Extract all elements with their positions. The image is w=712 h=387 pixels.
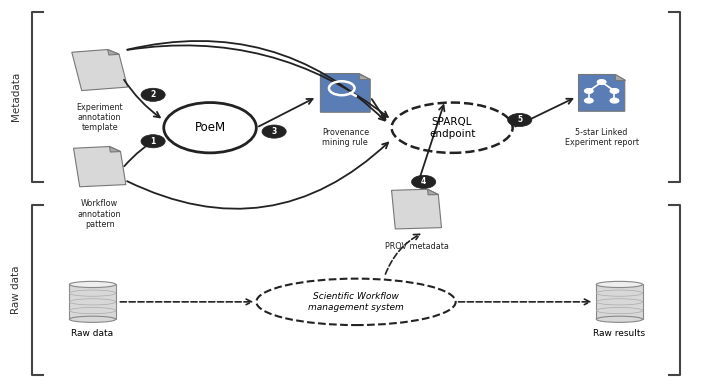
- Text: 1: 1: [150, 137, 156, 146]
- Polygon shape: [578, 74, 625, 111]
- Ellipse shape: [70, 281, 115, 288]
- Polygon shape: [72, 50, 127, 91]
- Text: 5-star Linked
Experiment report: 5-star Linked Experiment report: [565, 128, 639, 147]
- Polygon shape: [70, 284, 115, 319]
- Circle shape: [164, 103, 256, 153]
- Ellipse shape: [256, 279, 456, 325]
- Circle shape: [141, 135, 165, 148]
- Text: PROV metadata: PROV metadata: [384, 242, 449, 251]
- Text: SPARQL
endpoint: SPARQL endpoint: [429, 117, 476, 139]
- Polygon shape: [392, 189, 441, 229]
- Circle shape: [141, 88, 165, 101]
- Circle shape: [262, 125, 286, 138]
- Circle shape: [508, 113, 532, 127]
- Polygon shape: [73, 147, 126, 187]
- Text: 2: 2: [150, 90, 156, 99]
- Polygon shape: [320, 74, 370, 112]
- Text: Scientific Workflow
management system: Scientific Workflow management system: [308, 292, 404, 312]
- Polygon shape: [597, 284, 642, 319]
- Text: Experiment
annotation
template: Experiment annotation template: [76, 103, 123, 132]
- Polygon shape: [108, 50, 119, 55]
- Text: Metadata: Metadata: [11, 72, 21, 122]
- Text: Raw data: Raw data: [11, 266, 21, 315]
- Circle shape: [585, 89, 593, 93]
- Circle shape: [610, 89, 619, 93]
- Text: 4: 4: [421, 177, 426, 187]
- Text: 3: 3: [271, 127, 277, 136]
- Polygon shape: [110, 147, 120, 152]
- Polygon shape: [360, 74, 370, 79]
- Text: 5: 5: [517, 115, 523, 125]
- Circle shape: [412, 175, 436, 188]
- Ellipse shape: [596, 316, 642, 322]
- Polygon shape: [428, 189, 439, 195]
- Text: PoeM: PoeM: [194, 121, 226, 134]
- Text: Workflow
annotation
pattern: Workflow annotation pattern: [78, 199, 122, 229]
- Circle shape: [610, 98, 619, 103]
- Circle shape: [597, 80, 606, 84]
- Text: Raw results: Raw results: [593, 329, 646, 338]
- Ellipse shape: [596, 281, 642, 288]
- Text: Raw data: Raw data: [71, 329, 114, 338]
- Ellipse shape: [392, 103, 513, 153]
- Circle shape: [585, 98, 593, 103]
- Ellipse shape: [70, 316, 115, 322]
- Polygon shape: [614, 74, 625, 80]
- Text: Provenance
mining rule: Provenance mining rule: [322, 128, 369, 147]
